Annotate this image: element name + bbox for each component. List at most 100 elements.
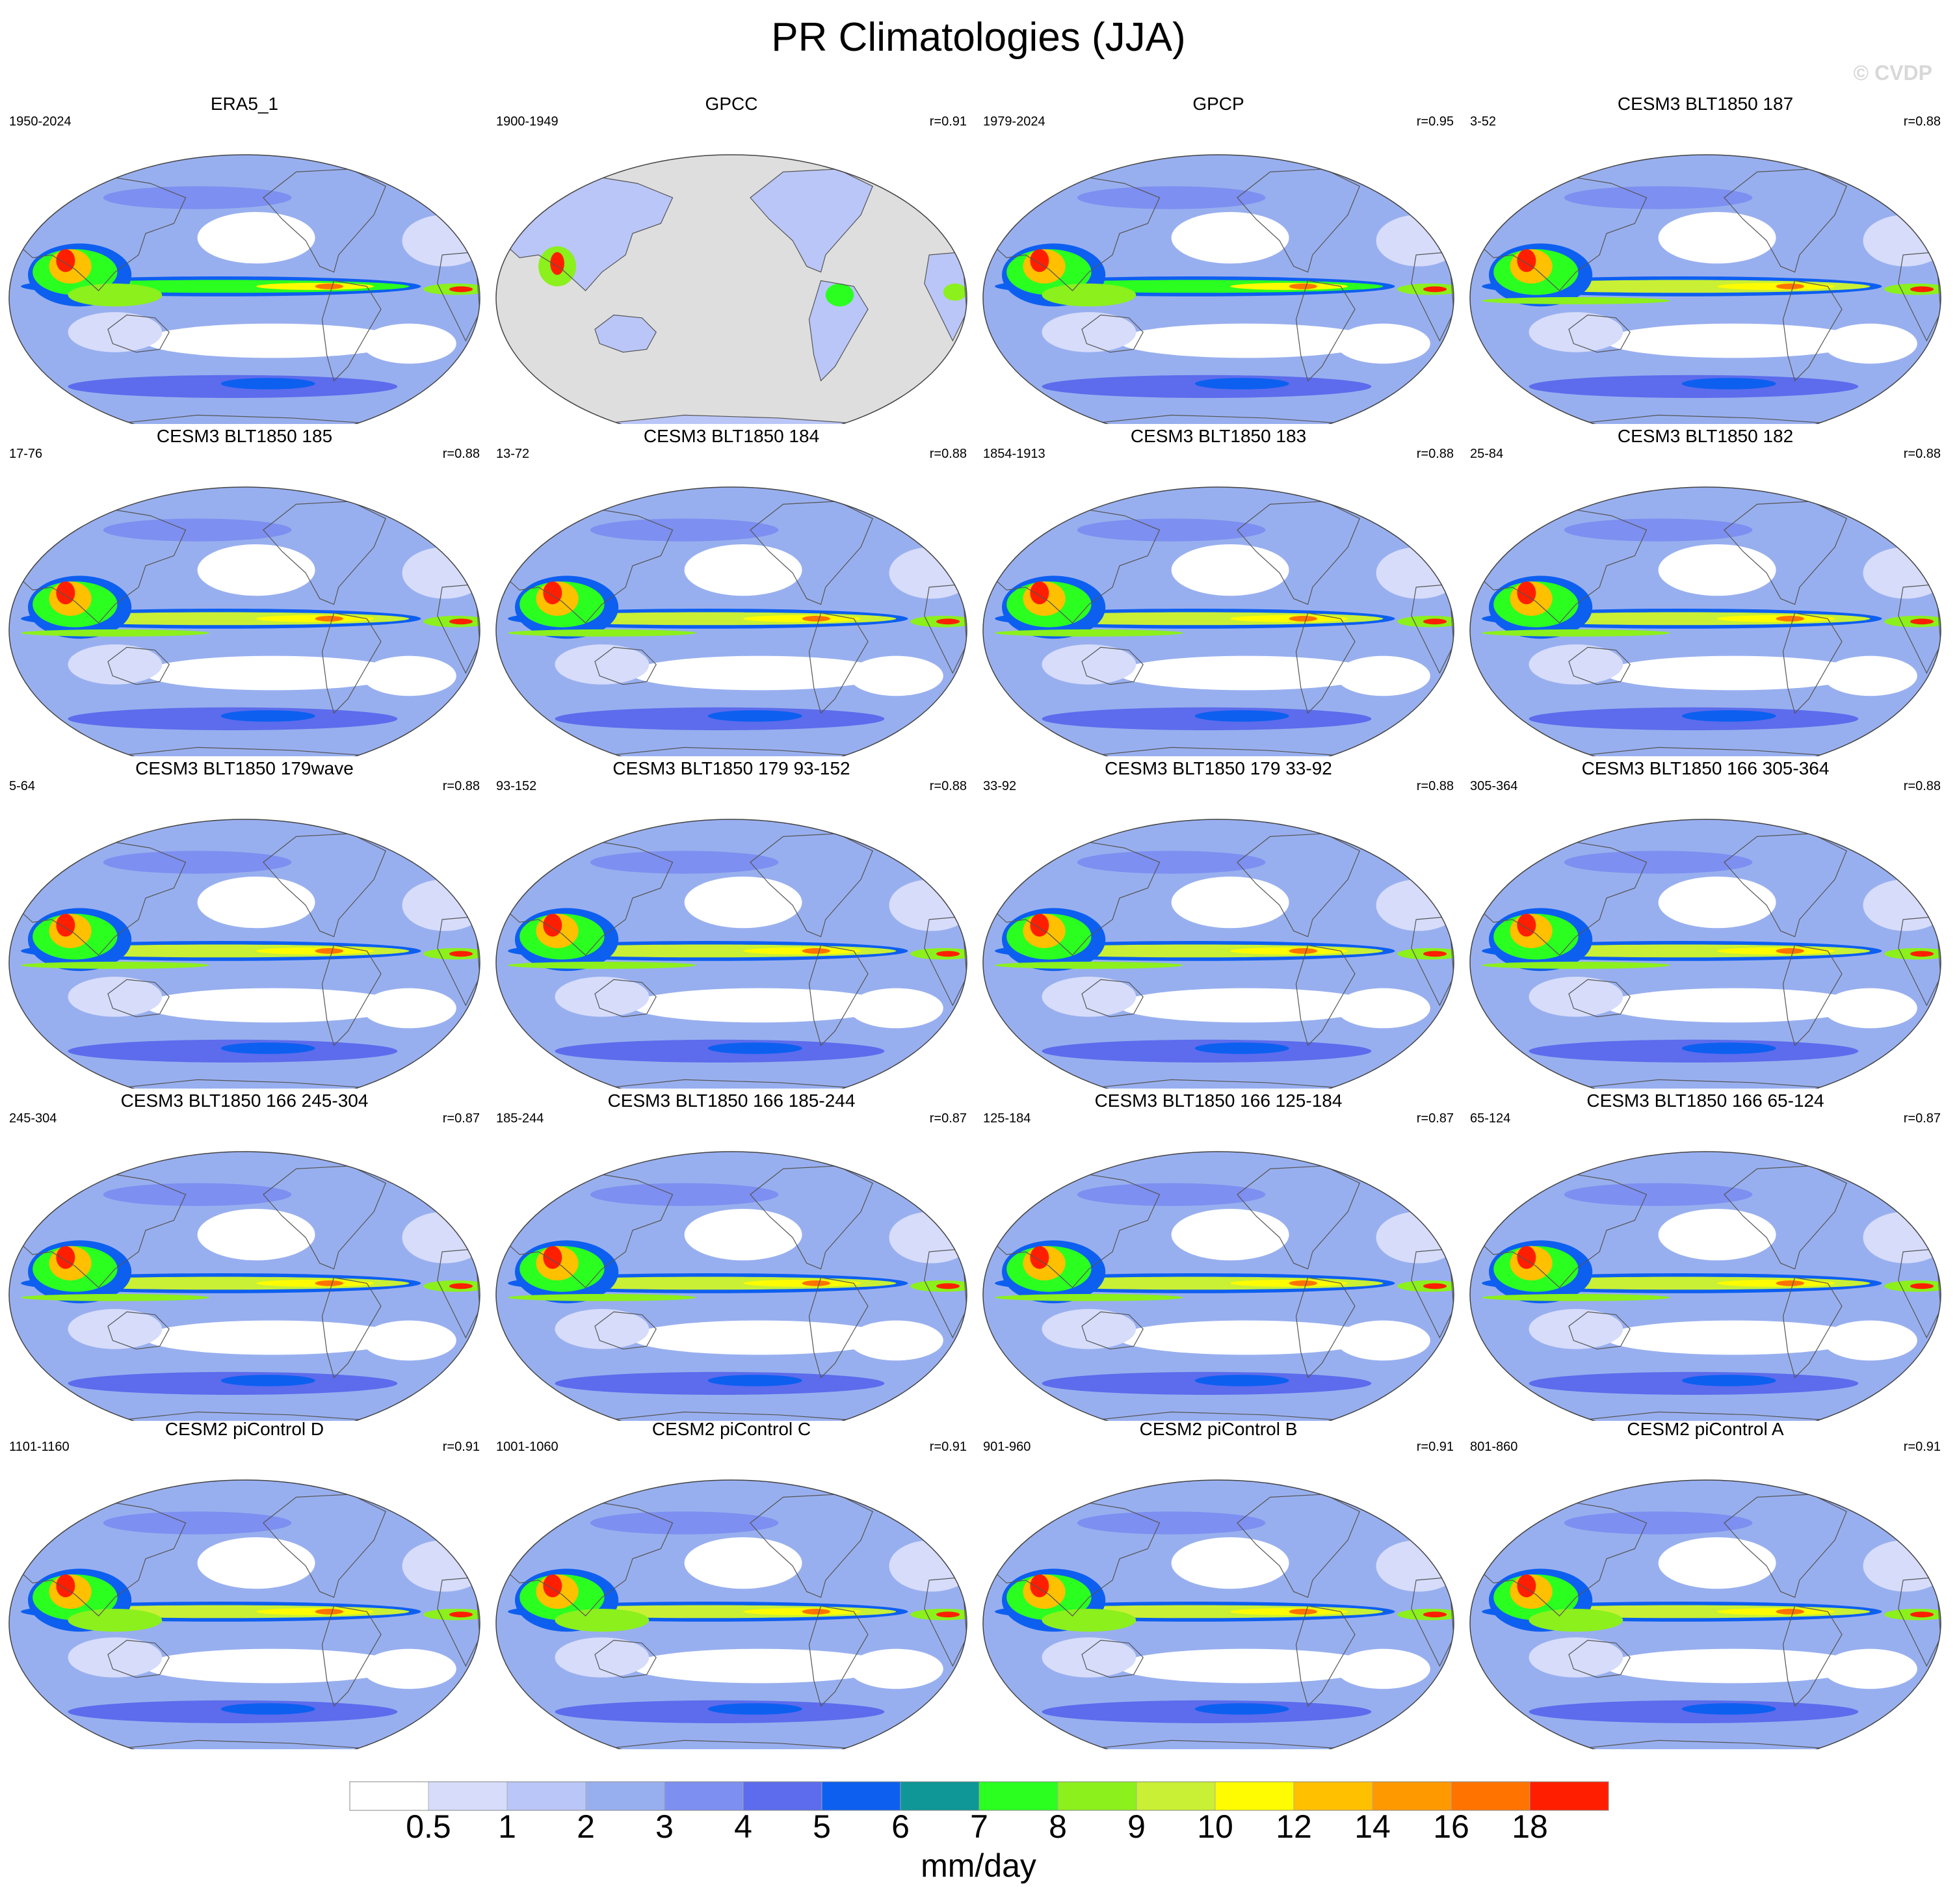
dry-zone xyxy=(1529,312,1623,352)
dry-zone xyxy=(684,544,802,596)
colorbar-swatch xyxy=(742,1781,822,1811)
colorbar-swatch xyxy=(506,1781,586,1811)
north-america-outline xyxy=(1237,501,1360,605)
storm-track-core xyxy=(1681,710,1776,722)
colorbar-swatch xyxy=(1529,1781,1609,1811)
storm-track xyxy=(1564,518,1753,542)
dry-zone xyxy=(1529,1637,1623,1678)
dry-zone xyxy=(1823,1648,1917,1689)
double-itcz-band xyxy=(995,629,1183,637)
map-panel: CESM3 BLT1850 179 33-92 33-92 r=0.88 xyxy=(974,756,1463,1089)
precip-map xyxy=(1469,154,1941,424)
itcz-maximum xyxy=(315,948,344,954)
south-america-outline xyxy=(808,1276,869,1379)
dry-zone xyxy=(1336,1648,1430,1689)
map-border xyxy=(8,1151,480,1421)
precip-map xyxy=(495,486,967,756)
storm-track-core xyxy=(707,710,802,722)
atlantic-itcz-core xyxy=(1423,618,1447,625)
dry-zone xyxy=(197,212,315,264)
panel-pattern-correlation: r=0.88 xyxy=(929,779,967,793)
map-border xyxy=(982,1151,1454,1421)
asia-outline xyxy=(987,503,1161,624)
panel-years: 305-364 xyxy=(1470,779,1518,793)
panel-title: CESM3 BLT1850 179wave xyxy=(135,758,354,778)
panel-title: CESM3 BLT1850 179 33-92 xyxy=(1105,758,1332,778)
panel-years: 1854-1913 xyxy=(983,447,1045,461)
panel-pattern-correlation: r=0.91 xyxy=(929,1440,967,1454)
panel-pattern-correlation: r=0.88 xyxy=(442,779,480,793)
colorbar-tick-label: 10 xyxy=(1197,1808,1233,1845)
dry-zone xyxy=(1658,877,1776,929)
dry-zone xyxy=(1604,655,1863,691)
panel-pattern-correlation: r=0.91 xyxy=(1416,1440,1454,1454)
storm-track xyxy=(590,1511,779,1535)
colorbar-swatch xyxy=(900,1781,980,1811)
atlantic-itcz-core xyxy=(449,286,473,293)
precip-map xyxy=(8,1151,480,1421)
asia-outline xyxy=(500,171,674,291)
australia-outline xyxy=(1081,1639,1144,1678)
double-itcz-band xyxy=(21,629,209,637)
dry-zone xyxy=(197,1537,315,1589)
colorbar-swatch xyxy=(1215,1781,1294,1811)
panel-years: 1950-2024 xyxy=(9,114,72,129)
storm-track-core xyxy=(1194,710,1289,722)
panel-pattern-correlation: r=0.88 xyxy=(1903,447,1941,461)
dry-zone xyxy=(1117,1648,1376,1684)
double-itcz-band xyxy=(995,1293,1183,1301)
panel-years: 1101-1160 xyxy=(9,1440,70,1454)
colorbar-frame xyxy=(349,1781,1609,1811)
panel-title: CESM3 BLT1850 166 65-124 xyxy=(1586,1091,1824,1111)
dry-zone xyxy=(362,1648,456,1689)
australia-outline xyxy=(594,1639,657,1678)
storm-track xyxy=(590,851,779,874)
storm-track-core xyxy=(220,1042,315,1054)
panel-years: 1979-2024 xyxy=(983,114,1045,129)
australia-outline xyxy=(1568,1311,1631,1350)
dry-zone xyxy=(1171,877,1289,929)
precip-map xyxy=(8,154,480,424)
panel-pattern-correlation: r=0.95 xyxy=(1416,114,1454,129)
panel-years: 901-960 xyxy=(983,1440,1031,1454)
itcz-core xyxy=(256,1607,374,1615)
double-itcz-band xyxy=(1482,1293,1670,1301)
dry-zone xyxy=(143,655,402,691)
colorbar-swatch xyxy=(349,1781,429,1811)
dry-zone xyxy=(1823,323,1917,364)
colorbar-swatch xyxy=(1293,1781,1373,1811)
asia-outline xyxy=(1474,1168,1648,1288)
panel-years: 3-52 xyxy=(1470,114,1497,129)
dry-zone xyxy=(1604,323,1863,358)
south-america-outline xyxy=(1782,612,1843,714)
itcz-core xyxy=(743,615,861,622)
panel-years: 1900-1949 xyxy=(496,114,558,129)
map-panel: CESM3 BLT1850 185 17-76 r=0.88 xyxy=(0,423,489,756)
itcz-maximum xyxy=(1289,1609,1318,1615)
dry-zone xyxy=(1171,544,1289,596)
north-america-outline xyxy=(263,833,386,938)
panel-pattern-correlation: r=0.88 xyxy=(929,447,967,461)
south-america-outline xyxy=(1295,280,1356,382)
storm-track-core xyxy=(707,1703,802,1715)
dry-zone xyxy=(1336,988,1430,1029)
map-border xyxy=(1469,1151,1941,1421)
australia-outline xyxy=(594,646,657,685)
panel-title: CESM3 BLT1850 166 245-304 xyxy=(120,1091,369,1111)
asia-outline xyxy=(13,1168,187,1288)
panel-years: 801-860 xyxy=(1470,1440,1518,1454)
panel-pattern-correlation: r=0.91 xyxy=(442,1440,480,1454)
north-america-outline xyxy=(1237,833,1360,938)
precip-map xyxy=(982,1479,1454,1749)
dry-zone xyxy=(1658,544,1776,596)
map-panel: ERA5_1 1950-2024 xyxy=(0,91,489,424)
atlantic-itcz-core xyxy=(936,951,960,957)
storm-track-core xyxy=(1194,1375,1289,1386)
panel-title: CESM2 piControl C xyxy=(651,1419,811,1439)
colorbar-swatch xyxy=(1136,1781,1216,1811)
storm-track-core xyxy=(1681,1703,1776,1715)
dry-zone xyxy=(1171,212,1289,264)
storm-track-core xyxy=(220,1703,315,1715)
australia-outline xyxy=(107,314,170,353)
